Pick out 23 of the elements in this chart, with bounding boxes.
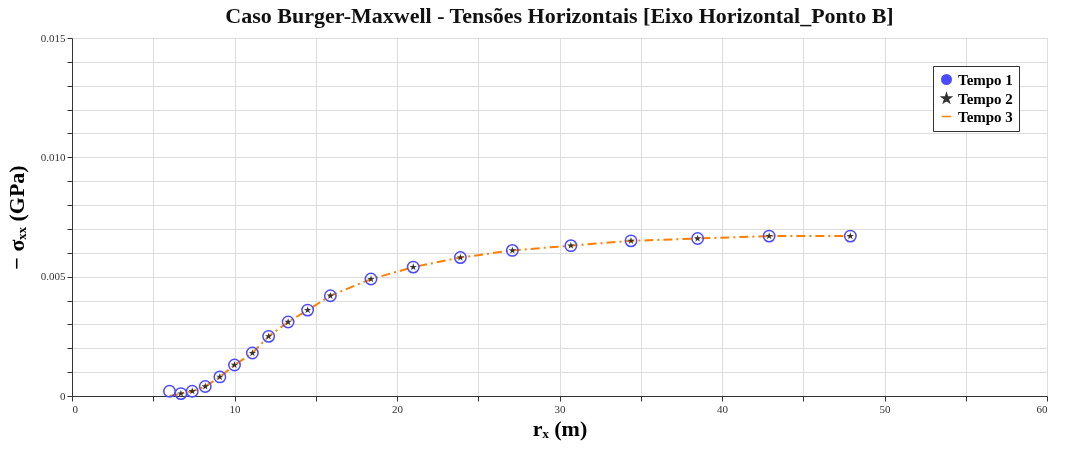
x-tick-label: 20	[392, 402, 404, 415]
point	[564, 239, 578, 253]
point	[453, 251, 467, 265]
x-tick-label: 50	[879, 402, 891, 415]
x-tick-label: 10	[229, 402, 241, 415]
y-tick-label: 0.010	[40, 150, 66, 163]
y-tick-label: 0.015	[40, 31, 66, 44]
chart-title: Caso Burger-Maxwell - Tensões Horizontais [Eixo Horizontal_Ponto B]	[225, 3, 894, 28]
x-tick-label: 30	[554, 402, 566, 415]
x-axis-title: rₓ (m)	[532, 415, 588, 441]
point	[323, 289, 337, 303]
x-tick-label: 60	[1036, 402, 1048, 415]
y-axis-title: − σₓₓ (GPa)	[3, 165, 29, 270]
legend-label: Tempo 2	[958, 90, 1013, 107]
x-tick-label: 0	[72, 402, 79, 415]
x-tick-label: 40	[717, 402, 729, 415]
legend-label: Tempo 1	[958, 71, 1013, 88]
point	[174, 387, 188, 401]
legend-label: Tempo 3	[958, 108, 1013, 125]
y-tick-label: 0	[60, 389, 66, 402]
y-tick-label: 0.005	[40, 270, 66, 283]
point	[163, 384, 176, 398]
point	[624, 234, 638, 248]
